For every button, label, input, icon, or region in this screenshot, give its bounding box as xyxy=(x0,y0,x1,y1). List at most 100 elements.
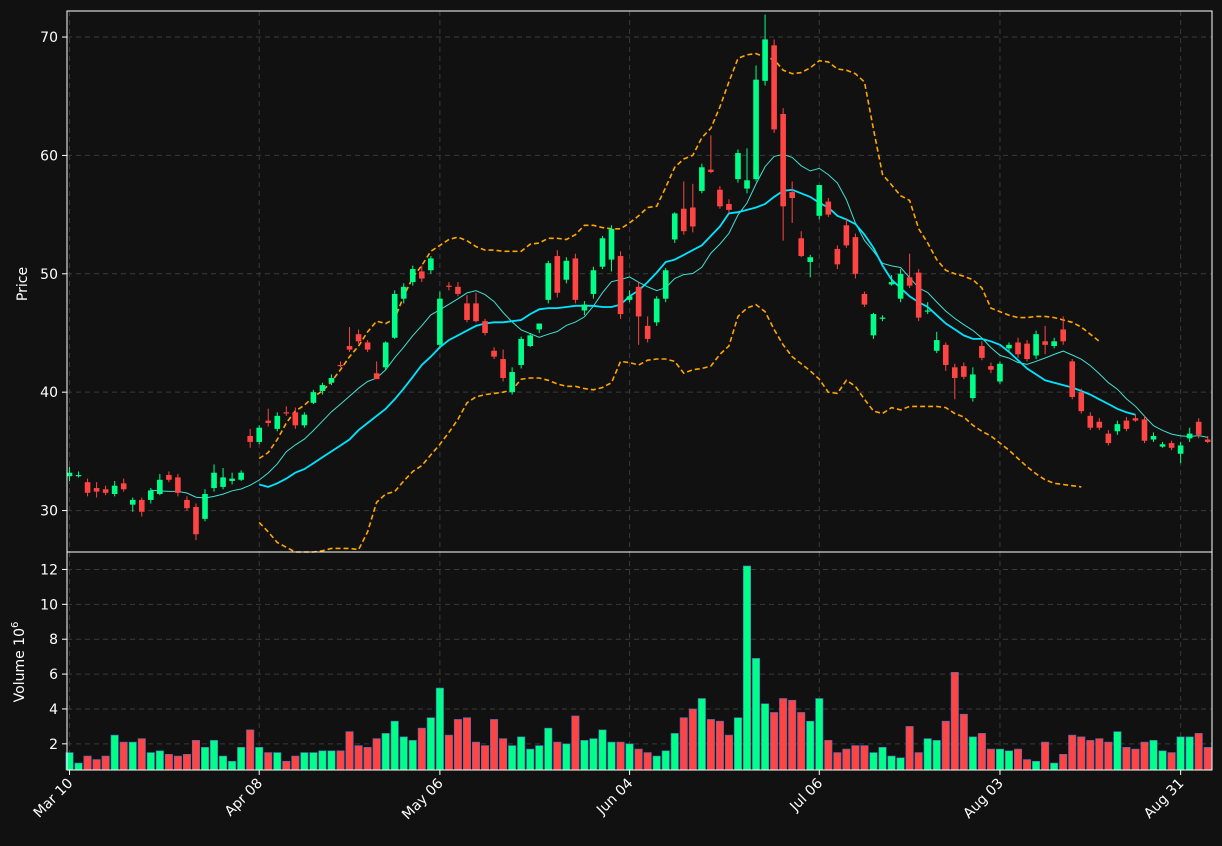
volume-bar xyxy=(481,745,490,771)
volume-bar xyxy=(508,745,517,771)
candle-body xyxy=(843,225,850,246)
candle-body xyxy=(319,385,326,392)
candle-body xyxy=(1105,433,1112,444)
volume-bar xyxy=(968,736,977,771)
volume-bar xyxy=(1167,752,1176,771)
candle-body xyxy=(120,483,127,490)
price-tick-label: 50 xyxy=(40,267,58,283)
volume-bar xyxy=(381,733,390,771)
volume-bar xyxy=(462,717,471,771)
candle-body xyxy=(355,334,362,342)
volume-bar xyxy=(1203,747,1212,771)
candle-body xyxy=(1123,420,1130,429)
volume-bar xyxy=(517,736,526,771)
candle-body xyxy=(970,374,976,399)
volume-bar xyxy=(291,755,300,771)
volume-bar xyxy=(896,757,905,771)
volume-axis-exponent-base: 10 xyxy=(12,628,28,646)
candle-body xyxy=(509,372,515,393)
volume-bar xyxy=(345,731,354,771)
volume-bar xyxy=(1095,738,1104,771)
volume-bar xyxy=(932,740,941,771)
candle-body xyxy=(617,256,624,315)
volume-bar xyxy=(255,747,264,771)
volume-bar xyxy=(733,717,742,771)
volume-bar xyxy=(806,720,815,771)
candle-body xyxy=(129,499,136,505)
volume-bar xyxy=(363,747,372,771)
volume-bar xyxy=(752,658,761,771)
volume-bar xyxy=(526,748,535,771)
candle-body xyxy=(690,207,696,227)
candle-body xyxy=(708,169,714,172)
volume-tick-label: 10 xyxy=(40,597,58,613)
candle-body xyxy=(1186,433,1193,439)
volume-bar xyxy=(1059,754,1068,771)
candle-body xyxy=(563,260,570,280)
volume-bar xyxy=(1194,733,1203,771)
candle-body xyxy=(184,499,190,509)
volume-bar xyxy=(670,733,679,771)
volume-bar xyxy=(661,750,670,771)
candle-body xyxy=(1204,439,1211,442)
volume-bar xyxy=(101,755,110,771)
candle-body xyxy=(635,286,642,317)
volume-bar xyxy=(535,745,544,771)
candle-body xyxy=(500,359,506,378)
volume-bar xyxy=(155,750,164,771)
volume-bar xyxy=(92,759,101,771)
candle-body xyxy=(671,213,678,240)
volume-bar xyxy=(110,734,119,771)
volume-bar xyxy=(571,715,580,771)
candle-body xyxy=(933,340,940,351)
volume-bar xyxy=(1104,741,1113,771)
candle-body xyxy=(419,271,425,279)
candle-body xyxy=(229,478,235,481)
volume-bar xyxy=(146,752,155,771)
candle-body xyxy=(1024,343,1030,360)
volume-bar xyxy=(715,720,724,771)
candle-body xyxy=(382,342,389,368)
candle-body xyxy=(84,482,91,493)
volume-bar xyxy=(860,745,869,771)
candle-body xyxy=(744,180,750,189)
volume-bar xyxy=(426,717,435,771)
volume-bar xyxy=(878,747,887,771)
candle-body xyxy=(518,338,524,365)
volume-bar xyxy=(1041,741,1050,771)
candle-body xyxy=(220,477,226,487)
volume-bar xyxy=(679,717,688,771)
candle-body xyxy=(536,323,543,330)
volume-bar xyxy=(417,727,426,771)
volume-bar xyxy=(128,741,137,771)
candle-body xyxy=(644,325,651,339)
bollinger-upper-line xyxy=(258,52,1100,460)
candle-body xyxy=(545,263,552,300)
volume-bar xyxy=(74,762,83,771)
volume-bar xyxy=(923,738,932,771)
candle-body xyxy=(798,238,805,257)
volume-bar xyxy=(1014,748,1023,771)
candle-body xyxy=(175,477,181,493)
volume-bar xyxy=(986,748,995,771)
moving-average-slow-line xyxy=(258,188,1136,488)
candle-body xyxy=(527,335,534,347)
candle-body xyxy=(428,258,434,271)
volume-bar xyxy=(453,719,462,771)
candle-body xyxy=(807,257,814,262)
candle-body xyxy=(780,113,786,207)
bollinger-lower-line xyxy=(258,303,1082,553)
candle-body xyxy=(292,412,299,426)
volume-bar xyxy=(1140,741,1149,771)
candle-body xyxy=(771,45,777,130)
candle-body xyxy=(1078,392,1085,412)
volume-bar xyxy=(598,729,607,771)
volume-bar xyxy=(634,748,643,771)
candle-body xyxy=(1159,444,1166,447)
volume-bar xyxy=(210,740,219,771)
volume-bar xyxy=(688,708,697,771)
volume-bar xyxy=(914,752,923,771)
price-tick-label: 40 xyxy=(40,385,58,401)
volume-bar xyxy=(282,760,291,771)
candle-body xyxy=(346,346,353,350)
